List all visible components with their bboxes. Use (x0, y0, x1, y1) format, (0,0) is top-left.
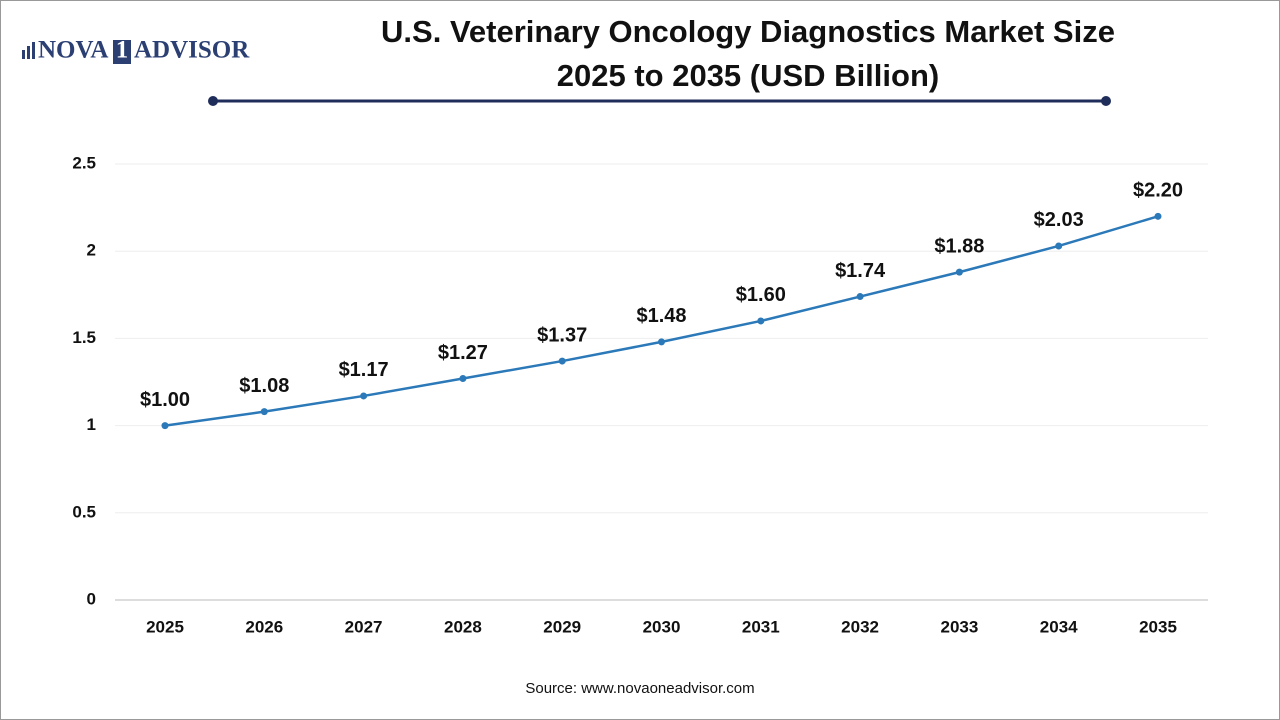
logo: NOVA 1 ADVISOR (22, 37, 250, 64)
point (1154, 212, 1162, 220)
logo-box (113, 40, 131, 64)
data-label: $1.88 (934, 235, 984, 257)
chart-title: U.S. Veterinary Oncology Diagnostics Mar… (381, 14, 1115, 49)
logo-text: ADVISOR (134, 37, 250, 64)
point (161, 422, 169, 430)
logo-bar (22, 50, 25, 59)
y-tick-label: 1.5 (72, 328, 96, 347)
point (658, 338, 665, 346)
point (757, 317, 765, 325)
y-tick-label: 1 (87, 415, 96, 434)
chart-title: 2025 to 2035 (USD Billion) (557, 58, 939, 93)
point (360, 392, 368, 400)
data-label: $1.17 (339, 359, 389, 381)
x-tick-label: 2025 (146, 617, 184, 636)
data-label: $2.20 (1133, 180, 1183, 202)
data-label: $1.08 (239, 375, 289, 397)
x-tick-label: 2027 (345, 617, 383, 636)
x-tick-label: 2029 (543, 617, 581, 636)
data-label: $1.37 (537, 324, 587, 346)
logo-text: NOVA (38, 37, 108, 64)
point (558, 357, 566, 365)
data-label: $1.60 (736, 284, 786, 306)
x-tick-label: 2026 (245, 617, 283, 636)
source-note: Source: www.novaoneadvisor.com (525, 680, 754, 697)
data-label: $2.03 (1034, 209, 1084, 231)
x-tick-label: 2030 (643, 617, 681, 636)
y-tick-label: 2.5 (72, 153, 96, 172)
x-tick-label: 2034 (1040, 617, 1078, 636)
title-rule-dot (1101, 96, 1111, 106)
point (459, 375, 467, 383)
x-tick-label: 2035 (1139, 617, 1177, 636)
y-tick-label: 0 (87, 589, 96, 608)
point (955, 268, 963, 276)
data-label: $1.48 (636, 305, 686, 327)
logo-text: 1 (116, 37, 129, 64)
title-rule-dot (208, 96, 218, 106)
point (856, 293, 864, 301)
data-label: $1.27 (438, 342, 488, 364)
x-tick-label: 2031 (742, 617, 780, 636)
x-tick-label: 2028 (444, 617, 482, 636)
data-label: $1.00 (140, 389, 190, 411)
point (1055, 242, 1063, 250)
x-tick-label: 2032 (841, 617, 879, 636)
logo-bar (27, 46, 30, 59)
x-tick-label: 2033 (940, 617, 978, 636)
y-tick-label: 0.5 (72, 502, 96, 521)
point (260, 408, 268, 416)
y-tick-label: 2 (87, 241, 96, 260)
data-label: $1.74 (835, 260, 886, 282)
logo-bar (32, 42, 35, 59)
